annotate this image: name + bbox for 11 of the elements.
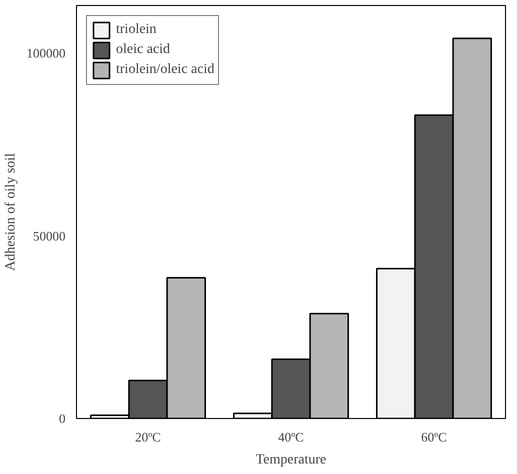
legend-label: oleic acid (116, 42, 170, 58)
y-tick-label: 50000 (33, 228, 66, 244)
y-tick-label: 100000 (26, 46, 66, 61)
y-tick-label: 0 (59, 411, 66, 426)
x-tick-label: 20ºC (135, 430, 161, 444)
legend-label: triolein (116, 22, 156, 38)
x-tick-label: 60ºC (421, 430, 447, 444)
x-tick-label: 40ºC (278, 430, 304, 444)
legend-label: triolein/oleic acid (116, 62, 214, 78)
x-axis-title: Temperature (256, 452, 326, 468)
y-axis-title: Adhesion of oily soil (4, 152, 18, 271)
